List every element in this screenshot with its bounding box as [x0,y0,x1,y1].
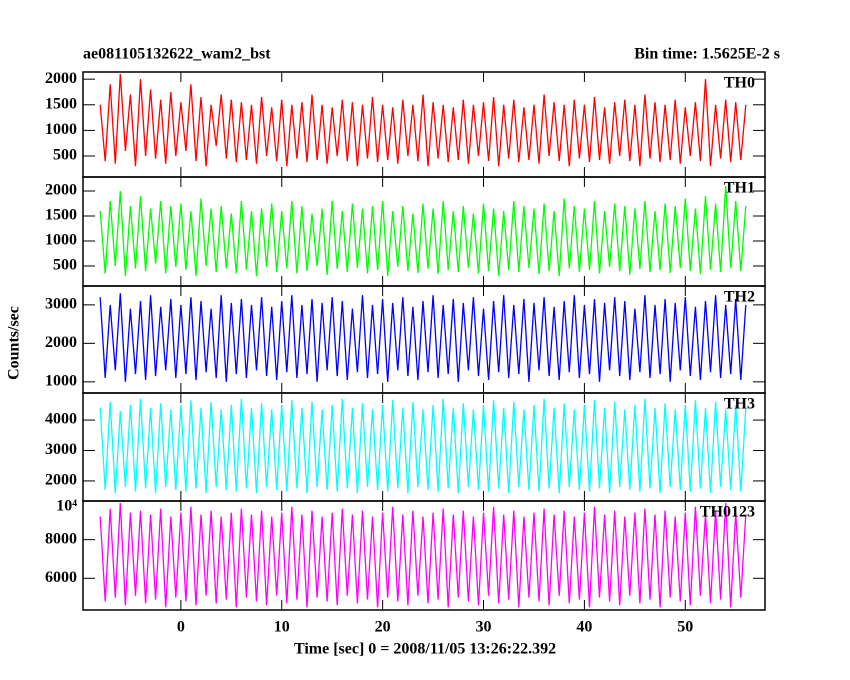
x-axis-label: Time [sec] 0 = 2008/11/05 13:26:22.392 [294,641,556,658]
y-tick-label: 1500 [45,207,77,224]
x-tick-label: 30 [476,619,492,636]
y-tick-label: 2000 [45,472,77,489]
series-label: TH1 [724,180,755,197]
y-tick-label: 1000 [45,373,77,390]
y-tick-label: 1000 [45,121,77,138]
light-curve [99,293,747,382]
x-tick-label: 20 [375,619,391,636]
chart-title: ae081105132622_wam2_bst [83,46,271,63]
chart-subtitle: Bin time: 1.5625E-2 s [634,46,780,63]
y-tick-label: 2000 [45,182,77,199]
y-tick-label: 3000 [45,441,77,458]
x-tick-label: 0 [177,619,185,636]
y-axis-label: Counts/sec [6,306,23,380]
series-label: TH0 [724,75,755,92]
y-tick-label: 6000 [45,569,77,586]
x-tick-label: 10 [274,619,290,636]
y-tick-label: 1000 [45,232,77,249]
y-tick-label: 10⁴ [56,498,77,515]
y-tick-label: 500 [53,147,77,164]
series-label: TH2 [724,289,755,306]
y-tick-label: 2000 [45,70,77,87]
y-tick-label: 500 [53,257,77,274]
x-tick-label: 50 [677,619,693,636]
y-tick-label: 4000 [45,411,77,428]
light-curve [99,185,747,277]
panel-frame [82,500,766,611]
y-tick-label: 8000 [45,530,77,547]
y-tick-label: 2000 [45,334,77,351]
light-curve [99,73,747,167]
panel-frame [82,71,766,178]
y-tick-label: 1500 [45,95,77,112]
series-label: TH3 [724,396,755,413]
light-curve [99,398,747,494]
x-tick-label: 40 [576,619,592,636]
y-tick-label: 3000 [45,296,77,313]
light-curve [99,502,747,608]
series-label: TH0123 [700,504,755,521]
